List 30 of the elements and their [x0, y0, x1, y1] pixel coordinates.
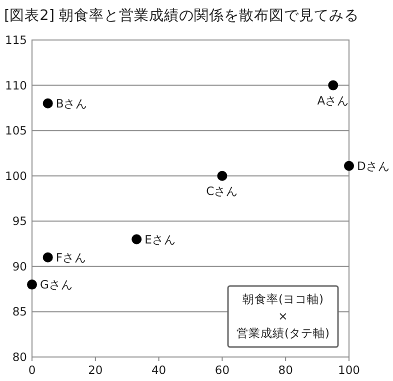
y-tick-label: 80	[12, 350, 27, 364]
annotation: Fさん	[56, 250, 86, 264]
point	[132, 234, 142, 244]
annotation: Cさん	[206, 184, 238, 198]
annotation: Gさん	[40, 278, 73, 292]
point	[27, 280, 37, 290]
point	[328, 80, 338, 90]
y-tick-label: 100	[5, 168, 27, 183]
annotation: Bさん	[56, 96, 88, 110]
x-tick-label: 40	[151, 363, 166, 377]
y-tick-label: 85	[12, 304, 27, 319]
annotation: 朝食率(ヨコ軸) × 営業成績(タテ軸)	[236, 292, 330, 340]
x-tick-label: 0	[28, 363, 36, 377]
y-tick-label: 105	[5, 124, 27, 138]
annotation: Aさん	[317, 93, 350, 108]
x-tick-label: 60	[214, 363, 230, 377]
x-tick-label: 100	[338, 363, 360, 377]
y-tick-label: 95	[12, 214, 27, 228]
y-tick-label: 110	[5, 78, 27, 92]
annotation: Eさん	[144, 232, 176, 246]
point	[42, 252, 53, 262]
point	[42, 98, 53, 108]
x-tick-label: 80	[278, 363, 293, 377]
y-tick-label: 115	[5, 33, 27, 47]
x-tick-label: 20	[88, 363, 103, 377]
point	[344, 160, 354, 171]
y-tick-label: 90	[12, 259, 27, 274]
chart-title: [図表2] 朝食率と営業成績の関係を散布図で見てみる	[4, 7, 360, 24]
point	[217, 170, 228, 181]
annotation: Dさん	[357, 158, 390, 173]
